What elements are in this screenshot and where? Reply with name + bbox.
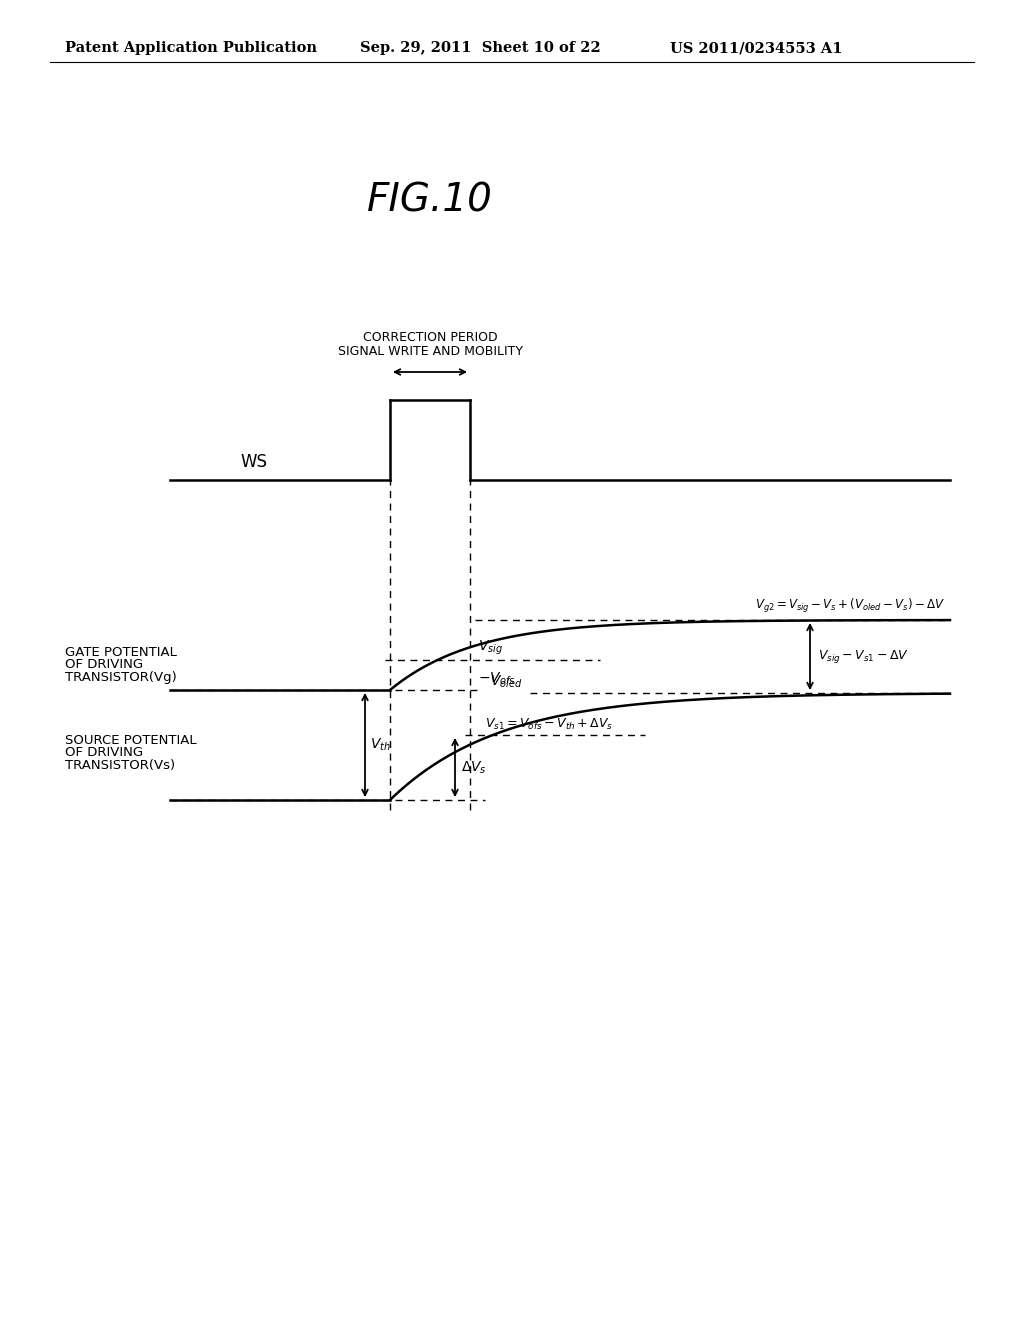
Text: $V_{g2}=V_{sig}-V_s+(V_{oled}-V_s)-\Delta V$: $V_{g2}=V_{sig}-V_s+(V_{oled}-V_s)-\Delt… bbox=[755, 597, 945, 615]
Text: TRANSISTOR(Vs): TRANSISTOR(Vs) bbox=[65, 759, 175, 772]
Text: WS: WS bbox=[240, 453, 267, 471]
Text: $\Delta V_s$: $\Delta V_s$ bbox=[461, 759, 486, 776]
Text: CORRECTION PERIOD: CORRECTION PERIOD bbox=[362, 331, 498, 345]
Text: FIG.10: FIG.10 bbox=[367, 181, 493, 219]
Text: Sep. 29, 2011  Sheet 10 of 22: Sep. 29, 2011 Sheet 10 of 22 bbox=[360, 41, 601, 55]
Text: $-V_{ofs}$: $-V_{ofs}$ bbox=[478, 671, 515, 686]
Text: SOURCE POTENTIAL: SOURCE POTENTIAL bbox=[65, 734, 197, 747]
Text: $V_{s1}=V_{ofs}-V_{th}+\Delta V_s$: $V_{s1}=V_{ofs}-V_{th}+\Delta V_s$ bbox=[485, 717, 613, 733]
Text: $V_{sig}$: $V_{sig}$ bbox=[478, 639, 503, 657]
Text: TRANSISTOR(Vg): TRANSISTOR(Vg) bbox=[65, 672, 177, 685]
Text: US 2011/0234553 A1: US 2011/0234553 A1 bbox=[670, 41, 843, 55]
Text: SIGNAL WRITE AND MOBILITY: SIGNAL WRITE AND MOBILITY bbox=[338, 345, 522, 358]
Text: $V_{th}$: $V_{th}$ bbox=[370, 737, 391, 754]
Text: Patent Application Publication: Patent Application Publication bbox=[65, 41, 317, 55]
Text: $V_{oled}$: $V_{oled}$ bbox=[490, 673, 522, 690]
Text: $V_{sig}-V_{s1}-\Delta V$: $V_{sig}-V_{s1}-\Delta V$ bbox=[818, 648, 909, 665]
Text: OF DRIVING: OF DRIVING bbox=[65, 747, 143, 759]
Text: OF DRIVING: OF DRIVING bbox=[65, 659, 143, 672]
Text: GATE POTENTIAL: GATE POTENTIAL bbox=[65, 645, 177, 659]
